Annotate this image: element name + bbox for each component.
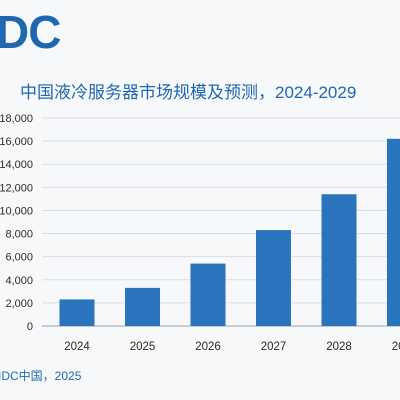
bar <box>125 287 160 326</box>
y-tick-label: 8,000 <box>5 229 33 241</box>
y-tick-label: 12,000 <box>0 182 33 194</box>
x-tick-label: 2027 <box>261 341 287 353</box>
idc-logo: DC <box>0 6 61 58</box>
bar <box>190 263 226 326</box>
y-tick-label: 16,000 <box>0 136 33 148</box>
x-tick-label: 2024 <box>64 341 90 353</box>
chart-title: 中国液冷服务器市场规模及预测，2024-2029 <box>20 83 357 102</box>
source-note: IDC中国，2025 <box>0 369 82 383</box>
bar <box>59 299 95 326</box>
x-tick-label: 2026 <box>195 341 221 353</box>
y-tick-label: 0 <box>27 321 33 333</box>
y-tick-label: 2,000 <box>5 298 33 310</box>
y-tick-label: 4,000 <box>5 275 33 287</box>
x-tick-label: 2025 <box>130 341 156 353</box>
y-tick-label: 18,000 <box>0 113 33 125</box>
bar <box>256 230 291 326</box>
bar <box>387 138 400 326</box>
y-tick-label: 14,000 <box>0 159 33 171</box>
x-tick-label: 2028 <box>326 341 352 353</box>
y-tick-label: 10,000 <box>0 205 33 217</box>
bar <box>321 194 357 326</box>
y-tick-label: 6,000 <box>5 252 33 264</box>
x-tick-label: 2029 <box>392 341 400 353</box>
